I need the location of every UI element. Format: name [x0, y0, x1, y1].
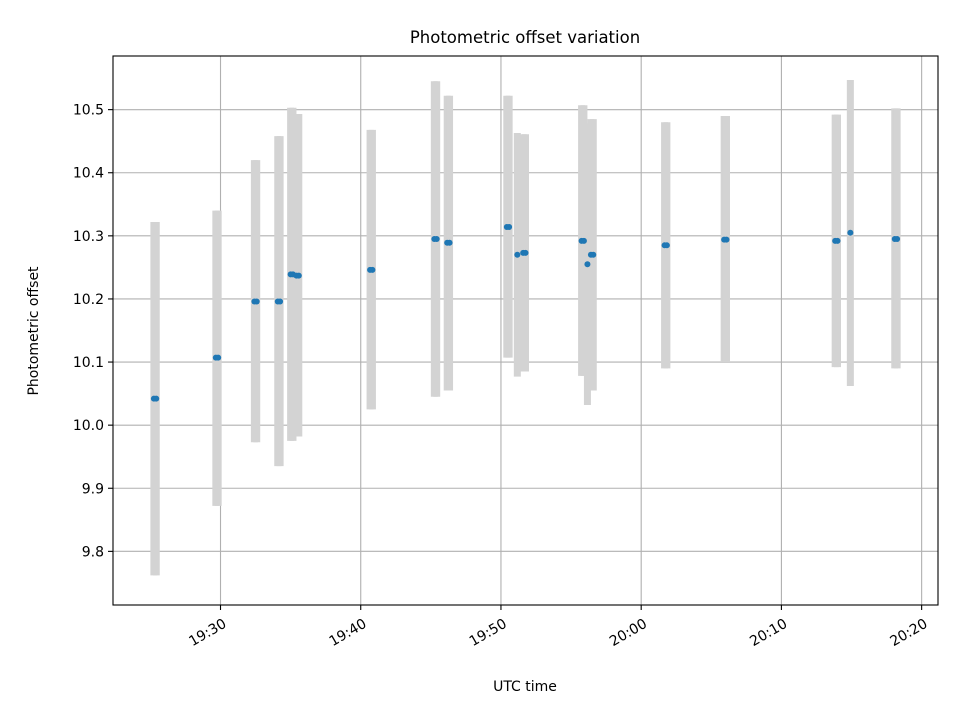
x-axis-label: UTC time — [493, 679, 557, 695]
data-point — [446, 239, 453, 246]
data-point — [847, 229, 854, 236]
y-tick-label: 9.8 — [82, 544, 104, 560]
chart-title: Photometric offset variation — [410, 28, 640, 47]
data-point — [663, 242, 670, 249]
y-tick-label: 10.0 — [73, 418, 104, 434]
y-tick-label: 10.3 — [73, 229, 104, 245]
y-axis-label: Photometric offset — [26, 266, 42, 396]
y-tick-label: 10.1 — [73, 355, 104, 371]
data-point — [514, 251, 521, 258]
data-point — [584, 261, 591, 268]
data-points — [150, 224, 901, 402]
plot-frame — [112, 55, 939, 606]
data-point — [215, 354, 222, 361]
data-point — [369, 266, 376, 273]
data-point — [153, 395, 160, 402]
data-point — [580, 237, 587, 244]
y-tick-label: 10.5 — [73, 103, 104, 119]
data-point — [295, 272, 302, 279]
y-tick-label: 10.2 — [73, 292, 104, 308]
data-point — [894, 236, 901, 242]
data-point — [834, 237, 841, 244]
data-point — [723, 236, 730, 243]
data-point — [277, 298, 284, 305]
data-point — [253, 298, 260, 305]
data-point — [433, 236, 440, 242]
data-point — [506, 224, 513, 231]
y-tick-label: 9.9 — [82, 481, 104, 497]
y-tick-label: 10.4 — [73, 166, 104, 182]
data-point — [522, 249, 529, 256]
y-axis-ticks: 9.8 9.9 10.0 10.1 10.2 10.3 10.4 10.5 — [73, 103, 113, 560]
data-point — [590, 251, 597, 258]
